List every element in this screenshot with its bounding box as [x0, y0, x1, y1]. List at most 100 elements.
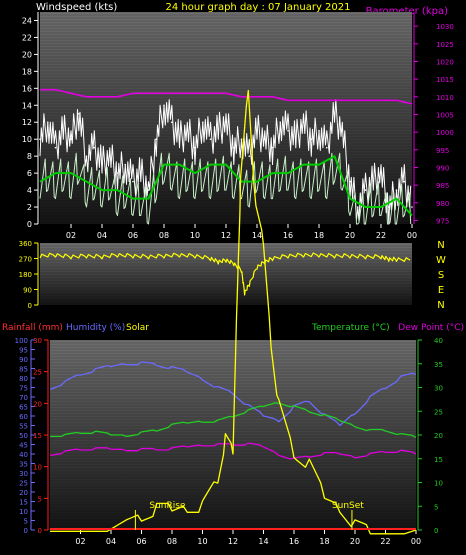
wind-left-tick-label: 12	[22, 118, 32, 127]
gust-point	[364, 189, 367, 191]
gust-point	[39, 138, 41, 140]
weather-x-tick-label: 16	[289, 537, 299, 546]
header-date-title: 24 hour graph day : 07 January 2021	[166, 2, 351, 13]
weather-x-tick-label: 06	[136, 537, 146, 546]
header-barometer-label: Barometer (kpa)	[366, 6, 448, 17]
rainfall-tick-label: 5	[38, 495, 42, 503]
weather-x-tick-label: 12	[228, 537, 238, 546]
gust-point	[248, 155, 251, 157]
gust-point	[77, 112, 80, 115]
humidity-tick-label: 0	[24, 527, 28, 535]
baro-right-tick-label: 1025	[436, 41, 454, 49]
gust-point	[116, 172, 119, 174]
rainfall-tick-label: 0	[38, 527, 42, 535]
humidity-tick-label: 40	[19, 451, 28, 459]
humidity-axis-label: Humidity (%)	[66, 323, 125, 333]
humidity-tick-label: 100	[15, 337, 28, 345]
gust-point	[395, 189, 398, 191]
wind-x-tick-label: 06	[128, 231, 138, 240]
wind-x-tick-label: 18	[314, 231, 324, 240]
wind-x-tick-label: 00	[407, 231, 417, 240]
temperature-tick-label: 25	[434, 408, 443, 416]
gust-point	[108, 155, 111, 157]
humidity-tick-label: 5	[24, 518, 28, 526]
gust-point	[256, 129, 258, 132]
gust-point	[341, 129, 344, 132]
gust-point	[85, 155, 88, 157]
header-windspeed-label: Windspeed (kts)	[36, 2, 117, 13]
baro-right-tick-label: 1020	[436, 58, 454, 66]
baro-right-tick-label: 1000	[436, 129, 454, 137]
gust-point	[263, 138, 266, 140]
compass-label-n: N	[437, 240, 444, 251]
gust-point	[349, 180, 351, 183]
wind-left-tick-label: 22	[22, 33, 32, 42]
gust-point	[232, 146, 235, 149]
gust-point	[132, 180, 134, 183]
gust-point	[70, 138, 72, 140]
wind-x-tick-label: 16	[283, 231, 293, 240]
gust-point	[356, 206, 359, 208]
sunrise-label: SunRise	[149, 501, 186, 511]
temperature-tick-label: 0	[434, 527, 438, 535]
baro-right-tick-label: 990	[436, 164, 449, 172]
wind-x-tick-label: 14	[252, 231, 262, 240]
gust-point	[101, 163, 103, 166]
weather-x-tick-label: 22	[380, 537, 390, 546]
temperature-series-line	[50, 402, 417, 438]
temperature-tick-label: 20	[434, 432, 443, 440]
solar-series-line	[50, 89, 417, 535]
wind-left-tick-label: 6	[27, 169, 32, 178]
weather-x-tick-label: 20	[350, 537, 360, 546]
gust-point	[93, 146, 96, 149]
gust-point	[62, 129, 65, 132]
temperature-tick-label: 10	[434, 480, 443, 488]
compass-label-s: S	[438, 270, 444, 281]
wind-left-tick-label: 2	[27, 203, 32, 212]
sunset-label: SunSet	[332, 501, 364, 511]
gust-point	[310, 138, 313, 140]
wind-x-tick-label: 12	[221, 231, 231, 240]
humidity-tick-label: 65	[19, 404, 28, 412]
baro-right-tick-label: 1030	[436, 23, 454, 31]
gust-point	[163, 104, 165, 107]
gust-point	[325, 146, 328, 149]
gust-point	[147, 189, 150, 191]
weather-x-tick-label: 02	[75, 537, 85, 546]
humidity-tick-label: 60	[19, 413, 28, 421]
wind-x-tick-label: 04	[97, 231, 107, 240]
baro-right-tick-label: 1015	[436, 76, 454, 84]
gust-point	[178, 138, 181, 140]
wind-left-tick-label: 18	[22, 67, 32, 76]
weather-x-tick-label: 04	[106, 537, 116, 546]
humidity-tick-label: 80	[19, 375, 28, 383]
gust-point	[124, 163, 127, 166]
wind-x-tick-label: 20	[345, 231, 355, 240]
gust-point	[403, 180, 406, 183]
direction-tick-label: 270	[19, 256, 32, 264]
gust-point	[240, 138, 243, 140]
baro-right-tick-label: 995	[436, 147, 449, 155]
wind-x-tick-label: 08	[159, 231, 169, 240]
wind-left-tick-label: 0	[27, 220, 32, 229]
humidity-tick-label: 15	[19, 499, 28, 507]
humidity-tick-label: 30	[19, 470, 28, 478]
rainfall-tick-label: 15	[33, 432, 42, 440]
humidity-tick-label: 95	[19, 347, 28, 355]
humidity-tick-label: 45	[19, 442, 28, 450]
baro-right-tick-label: 980	[436, 200, 449, 208]
baro-right-tick-label: 985	[436, 182, 449, 190]
direction-tick-label: 0	[28, 302, 32, 310]
wind-left-tick-label: 8	[27, 152, 32, 161]
gust-point	[217, 129, 220, 132]
avg-mean-series-line	[39, 155, 413, 217]
direction-panel	[40, 243, 412, 305]
direction-series-line	[39, 252, 411, 296]
wind-x-tick-label: 10	[190, 231, 200, 240]
humidity-tick-label: 50	[19, 432, 28, 440]
temperature-axis-label: Temperature (°C)	[311, 323, 390, 333]
gust-point	[155, 138, 158, 140]
dewpoint-axis-label: Dew Point (°C)	[398, 323, 464, 333]
